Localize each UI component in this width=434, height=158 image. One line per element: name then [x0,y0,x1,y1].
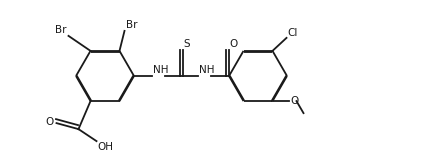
Text: OH: OH [98,142,114,152]
Text: NH: NH [153,65,168,75]
Text: Cl: Cl [287,28,298,38]
Text: O: O [229,39,237,49]
Text: S: S [183,39,190,49]
Text: O: O [45,117,53,127]
Text: O: O [290,96,299,106]
Text: NH: NH [199,65,214,75]
Text: Br: Br [125,20,137,30]
Text: Br: Br [55,25,66,35]
